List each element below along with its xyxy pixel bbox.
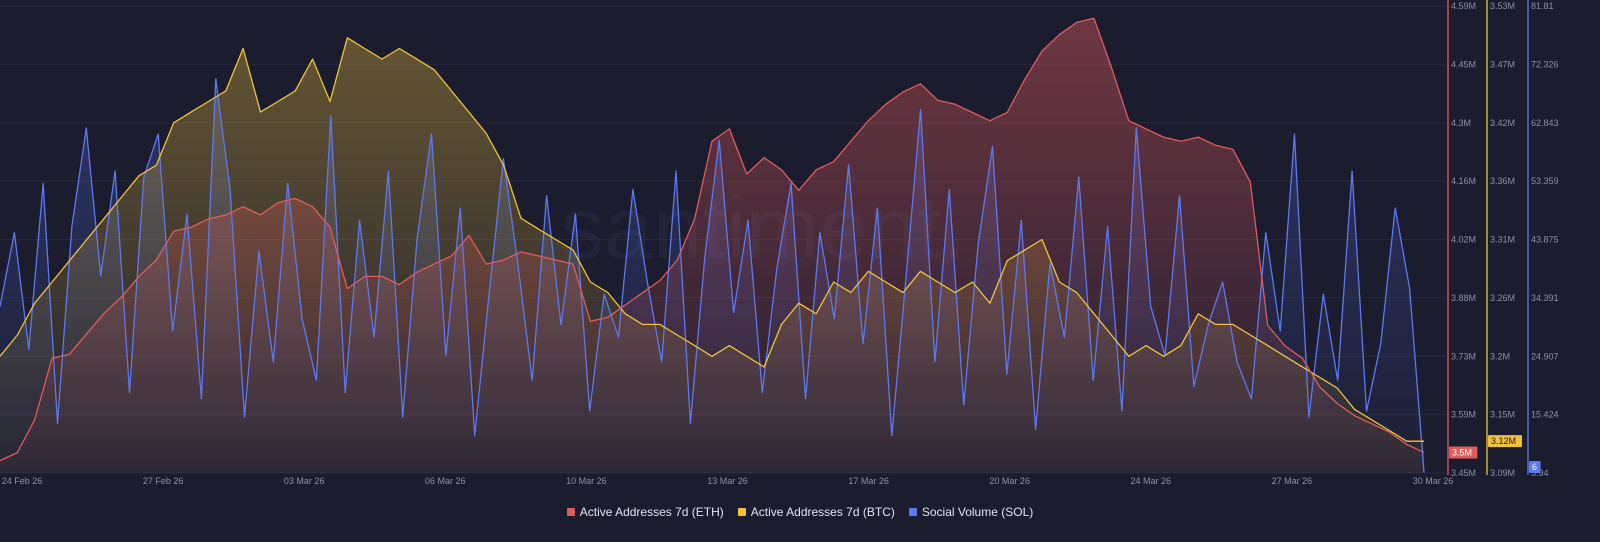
- current-value-badge-eth: [1449, 446, 1478, 459]
- legend-swatch-eth: [566, 508, 575, 516]
- legend-item-eth[interactable]: Active Addresses 7d (ETH): [566, 505, 724, 519]
- x-tick-label: 10 Mar 26: [566, 476, 607, 486]
- y-tick-label-sol: 53.359: [1531, 176, 1559, 186]
- y-tick-label-sol: 24.907: [1531, 351, 1559, 361]
- y-tick-label-btc: 3.15M: [1490, 410, 1515, 420]
- y-tick-label-sol: 72.326: [1531, 59, 1559, 69]
- x-tick-label: 24 Feb 26: [2, 476, 43, 486]
- x-tick-label: 13 Mar 26: [707, 476, 748, 486]
- y-tick-label-sol: 43.875: [1531, 235, 1559, 245]
- current-value-badge-btc: [1488, 435, 1522, 448]
- y-tick-label-btc: 3.42M: [1490, 118, 1515, 128]
- series-lines: [0, 17, 1425, 473]
- x-tick-label: 24 Mar 26: [1131, 476, 1172, 486]
- legend-item-sol[interactable]: Social Volume (SOL): [908, 505, 1034, 519]
- y-axes: 4.59M 4.45M 4.3M 4.16M 4.02M 3.88M 3.73M 3.59M 3…: [1447, 0, 1559, 478]
- series-line-btc: [0, 37, 1424, 442]
- series-areas: [0, 18, 1424, 474]
- series-line-eth: [0, 17, 1425, 462]
- current-value-badge-sol: [1529, 461, 1541, 473]
- y-tick-label-btc: 3.36M: [1490, 176, 1515, 186]
- y-tick-label-sol: 5.94: [1531, 468, 1549, 478]
- x-tick-label: 17 Mar 26: [848, 476, 889, 486]
- y-tick-label-eth: 3.45M: [1451, 468, 1476, 478]
- series-line-sol: [0, 78, 1425, 473]
- y-tick-label-eth: 4.59M: [1451, 1, 1476, 11]
- legend-label-eth: Active Addresses 7d (ETH): [579, 505, 724, 519]
- y-tick-label-eth: 4.16M: [1451, 176, 1476, 186]
- x-tick-label: 03 Mar 26: [284, 476, 325, 486]
- current-value-label-eth: 3.5M: [1452, 448, 1472, 458]
- y-tick-label-btc: 3.09M: [1490, 468, 1515, 478]
- y-tick-label-sol: 62.843: [1531, 118, 1559, 128]
- y-tick-label-sol: 81.81: [1531, 1, 1554, 11]
- y-tick-label-eth: 4.02M: [1451, 235, 1476, 245]
- y-tick-label-btc: 3.53M: [1490, 1, 1515, 11]
- series-area-eth: [0, 18, 1424, 474]
- legend: Active Addresses 7d (ETH) Active Address…: [0, 502, 1600, 522]
- y-tick-label-btc: 3.2M: [1490, 351, 1510, 361]
- legend-item-btc[interactable]: Active Addresses 7d (BTC): [737, 505, 895, 519]
- y-tick-label-sol: 15.424: [1531, 410, 1559, 420]
- legend-swatch-sol: [908, 508, 917, 516]
- y-tick-label-btc: 3.47M: [1490, 59, 1515, 69]
- current-value-badges: 3.5M 3.12M 6: [1449, 435, 1541, 473]
- legend-swatch-btc: [737, 508, 746, 516]
- y-tick-label-eth: 4.3M: [1451, 118, 1471, 128]
- x-tick-label: 06 Mar 26: [425, 476, 466, 486]
- x-tick-label: 30 Mar 26: [1413, 476, 1454, 486]
- x-axis: 24 Feb 26 27 Feb 26 03 Mar 26 06 Mar 26 10 M…: [2, 476, 1454, 486]
- y-tick-label-eth: 3.73M: [1451, 351, 1476, 361]
- y-tick-label-btc: 3.26M: [1490, 293, 1515, 303]
- current-value-label-sol: 6: [1532, 462, 1537, 472]
- current-value-label-btc: 3.12M: [1491, 436, 1516, 446]
- legend-label-btc: Active Addresses 7d (BTC): [750, 505, 895, 519]
- y-tick-label-eth: 3.88M: [1451, 293, 1476, 303]
- y-tick-label-btc: 3.31M: [1490, 235, 1515, 245]
- y-tick-label-eth: 3.59M: [1451, 410, 1476, 420]
- y-tick-label-sol: 34.391: [1531, 293, 1559, 303]
- x-tick-label: 20 Mar 26: [989, 476, 1030, 486]
- legend-label-sol: Social Volume (SOL): [921, 505, 1034, 519]
- y-tick-label-eth: 4.45M: [1451, 59, 1476, 69]
- x-tick-label: 27 Feb 26: [143, 476, 184, 486]
- x-tick-label: 27 Mar 26: [1272, 476, 1313, 486]
